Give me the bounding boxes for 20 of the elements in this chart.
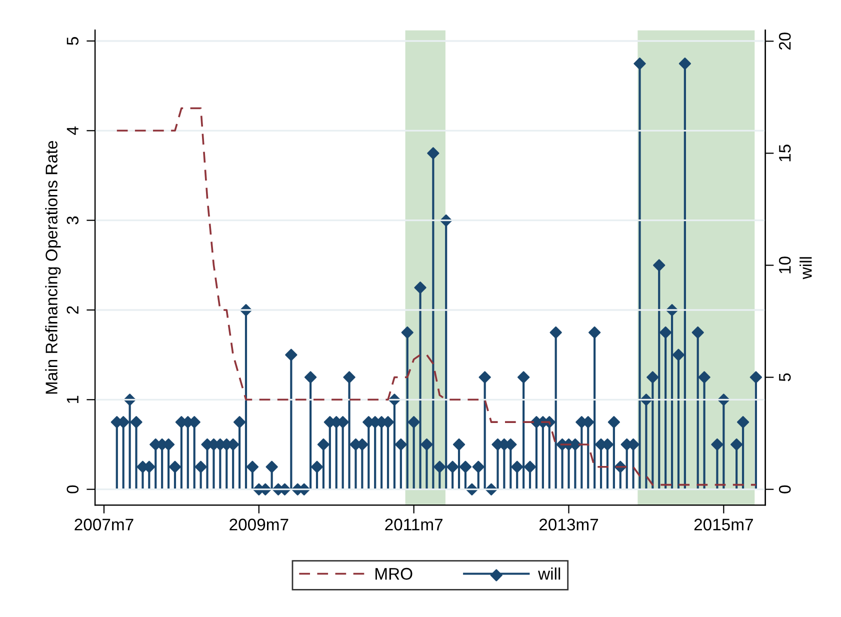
y2-axis-title: will <box>800 257 812 280</box>
y-axis-title: Main Refinancing Operations Rate <box>45 140 61 394</box>
x-tick-label: 2007m7 <box>74 518 134 530</box>
y-tick-label: 1 <box>66 396 78 404</box>
y2-tick-label: 20 <box>778 32 791 50</box>
y2-tick-label: 0 <box>778 485 791 494</box>
x-tick-label: 2015m7 <box>694 518 753 530</box>
y-tick-label: 4 <box>66 126 78 135</box>
x-tick-label: 2013m7 <box>539 518 598 530</box>
y2-tick-label: 5 <box>779 373 791 382</box>
y-tick-label: 2 <box>66 306 78 314</box>
legend-label: MRO <box>376 568 412 580</box>
x-tick-label: 2009m7 <box>230 518 288 530</box>
y-tick-label: 0 <box>66 485 79 494</box>
x-tick-label: 2011m7 <box>385 518 442 530</box>
y-tick-label: 3 <box>66 216 79 224</box>
y2-tick-label: 15 <box>779 144 791 162</box>
legend-label: will <box>538 567 560 580</box>
y2-tick-label: 10 <box>778 256 791 274</box>
y-tick-label: 5 <box>66 37 79 45</box>
